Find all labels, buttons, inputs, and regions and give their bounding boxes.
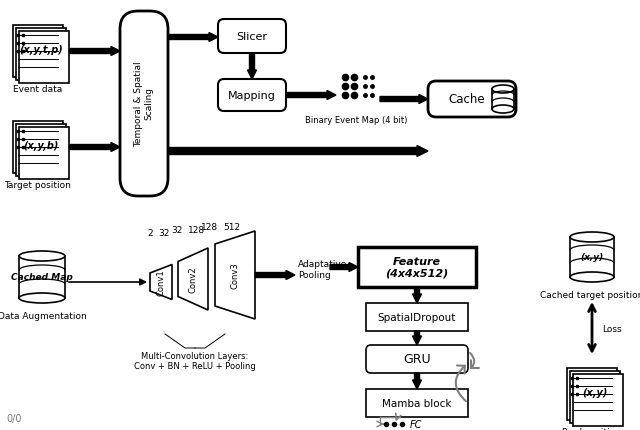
Ellipse shape <box>570 233 614 243</box>
Polygon shape <box>68 47 120 56</box>
Text: Pred position: Pred position <box>563 427 621 430</box>
Text: Adaptative
Pooling: Adaptative Pooling <box>298 260 348 279</box>
Bar <box>567 368 617 420</box>
Text: (x,y,b): (x,y,b) <box>23 141 59 150</box>
Bar <box>492 90 514 110</box>
Ellipse shape <box>19 293 65 303</box>
Text: GRU: GRU <box>403 353 431 366</box>
Text: Cached Map: Cached Map <box>11 273 73 282</box>
Text: (x,y): (x,y) <box>582 387 608 397</box>
Polygon shape <box>413 373 422 389</box>
Bar <box>366 389 468 417</box>
Polygon shape <box>413 287 422 303</box>
Bar <box>19 256 65 298</box>
Ellipse shape <box>492 86 514 94</box>
Text: Temporal & Spatial
Scaling: Temporal & Spatial Scaling <box>134 61 154 147</box>
Bar <box>570 237 614 277</box>
Text: Binary Event Map (4 bit): Binary Event Map (4 bit) <box>305 116 407 125</box>
Ellipse shape <box>19 252 65 261</box>
Text: Target position: Target position <box>4 181 72 190</box>
Text: Mapping: Mapping <box>228 91 276 101</box>
FancyBboxPatch shape <box>218 80 286 112</box>
Text: Cache: Cache <box>448 93 484 106</box>
Text: 2: 2 <box>147 229 153 238</box>
Bar <box>366 303 468 331</box>
Bar <box>16 125 66 177</box>
Text: SpatialDropout: SpatialDropout <box>378 312 456 322</box>
FancyBboxPatch shape <box>120 12 168 197</box>
Bar <box>19 128 69 180</box>
Ellipse shape <box>492 106 514 114</box>
Bar <box>573 374 623 426</box>
Polygon shape <box>168 146 428 157</box>
Polygon shape <box>248 54 257 80</box>
FancyArrowPatch shape <box>456 366 466 401</box>
Text: 128: 128 <box>201 223 218 232</box>
Text: Conv2: Conv2 <box>189 266 198 293</box>
Bar <box>16 29 66 81</box>
Polygon shape <box>330 263 358 272</box>
Polygon shape <box>178 249 208 310</box>
Polygon shape <box>68 143 120 152</box>
FancyBboxPatch shape <box>218 20 286 54</box>
FancyArrowPatch shape <box>470 353 479 368</box>
Text: 32: 32 <box>172 226 183 235</box>
Polygon shape <box>150 265 172 300</box>
Bar <box>570 371 620 423</box>
Text: Data Augmentation: Data Augmentation <box>0 311 86 320</box>
Text: 128: 128 <box>188 226 205 235</box>
Bar <box>358 247 476 287</box>
Text: Multi-Convolution Layers:
Conv + BN + ReLU + Pooling: Multi-Convolution Layers: Conv + BN + Re… <box>134 351 256 371</box>
FancyBboxPatch shape <box>428 82 516 118</box>
Text: Feature
(4x4x512): Feature (4x4x512) <box>385 257 449 278</box>
Text: Event data: Event data <box>13 85 63 94</box>
Bar <box>13 26 63 78</box>
FancyBboxPatch shape <box>366 345 468 373</box>
Polygon shape <box>380 95 428 104</box>
Text: Mamba block: Mamba block <box>382 398 452 408</box>
Text: Cached target position: Cached target position <box>540 290 640 299</box>
Text: Slicer: Slicer <box>237 32 268 42</box>
Bar <box>19 32 69 84</box>
Bar <box>13 122 63 174</box>
Polygon shape <box>215 231 255 319</box>
Text: Conv1: Conv1 <box>157 269 166 296</box>
Text: Conv3: Conv3 <box>230 262 239 289</box>
Text: 512: 512 <box>223 223 240 232</box>
Text: 0/0: 0/0 <box>6 413 22 423</box>
Polygon shape <box>286 91 336 100</box>
Text: FC: FC <box>410 419 422 429</box>
Text: (x,y,t,p): (x,y,t,p) <box>19 45 63 55</box>
Text: (x,y): (x,y) <box>580 253 604 262</box>
Text: Loss: Loss <box>602 325 621 334</box>
Polygon shape <box>168 34 218 43</box>
Text: 32: 32 <box>158 229 170 238</box>
Polygon shape <box>413 331 422 345</box>
Ellipse shape <box>570 272 614 283</box>
Polygon shape <box>255 271 295 280</box>
